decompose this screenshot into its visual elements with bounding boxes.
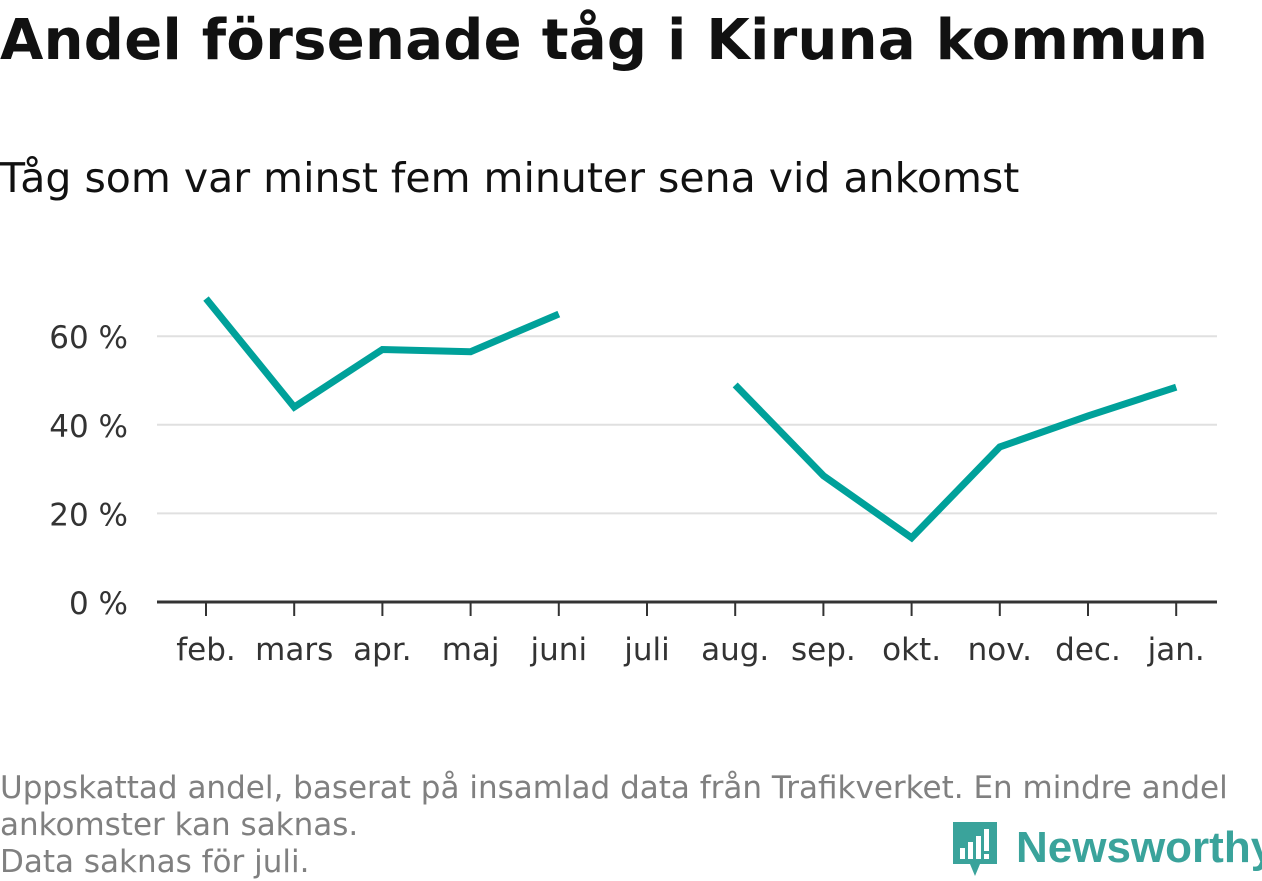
x-tick-label: juni [530, 632, 588, 668]
footnote-line: Data saknas för juli. [0, 844, 310, 880]
x-tick-label: okt. [882, 632, 941, 668]
chart-subtitle: Tåg som var minst fem minuter sena vid a… [0, 154, 1020, 202]
footnote: Uppskattad andel, baserat på insamlad da… [0, 770, 1250, 881]
y-tick-label: 20 % [49, 497, 128, 533]
x-tick-label: maj [442, 632, 500, 668]
line-chart: 0 % 20 % 40 % 60 % feb. mars apr. maj juni juli a… [49, 296, 1217, 668]
series-lines [203, 296, 1178, 543]
newsworthy-logo-icon [953, 822, 997, 876]
x-tick-label: jan. [1147, 632, 1205, 668]
x-tick-label: mars [255, 632, 333, 668]
y-axis-labels: 0 % 20 % 40 % 60 % [49, 320, 128, 622]
footnote-line: Uppskattad andel, baserat på insamlad da… [0, 770, 1228, 806]
series-line-segment [732, 382, 1178, 543]
chart-title: Andel försenade tåg i Kiruna kommun [0, 8, 1209, 73]
y-tick-label: 60 % [49, 320, 128, 356]
brand-name: Newsworthy [1016, 823, 1262, 872]
x-tick-label: aug. [701, 632, 769, 668]
y-tick-label: 0 % [69, 586, 128, 622]
x-tick-label: feb. [176, 632, 236, 668]
brand-logo: Newsworthy [950, 818, 1262, 878]
y-tick-label: 40 % [49, 409, 128, 445]
x-tick-label: nov. [968, 632, 1032, 668]
gridlines [157, 335, 1217, 515]
x-tick-label: dec. [1055, 632, 1121, 668]
x-tick-label: sep. [791, 632, 856, 668]
x-tick-label: apr. [353, 632, 411, 668]
x-tick-label: juli [623, 632, 670, 668]
x-axis [157, 600, 1217, 616]
series-line-segment [203, 296, 561, 412]
footnote-line: ankomster kan saknas. [0, 807, 359, 843]
x-axis-labels: feb. mars apr. maj juni juli aug. sep. okt. nov. d… [176, 632, 1205, 668]
